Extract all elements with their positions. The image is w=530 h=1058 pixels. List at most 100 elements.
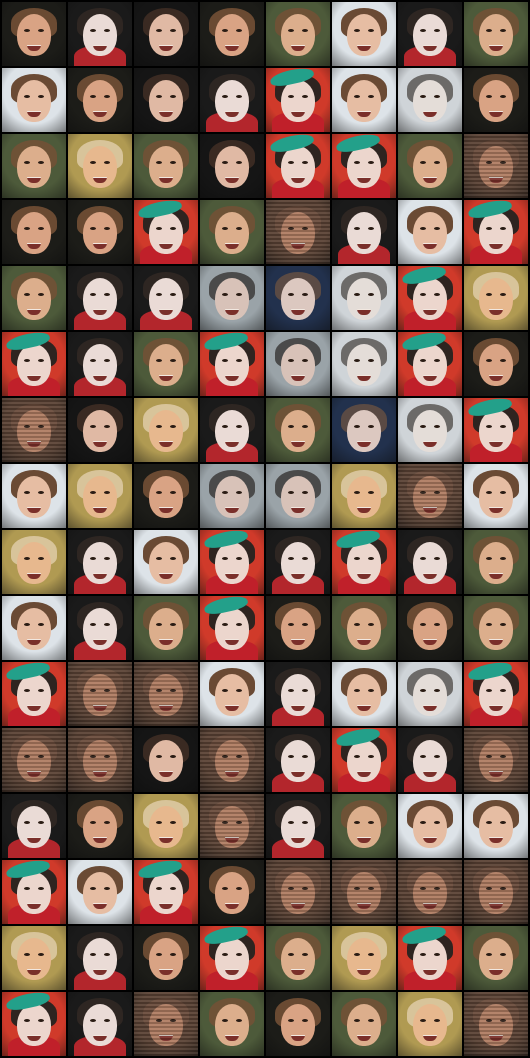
face-sample-tile	[134, 398, 198, 462]
face-sample-tile	[68, 68, 132, 132]
face-sample-tile	[68, 530, 132, 594]
face-sample-tile	[134, 332, 198, 396]
face-sample-tile	[68, 464, 132, 528]
face-sample-tile	[266, 68, 330, 132]
face-sample-tile	[68, 992, 132, 1056]
face-sample-tile	[332, 530, 396, 594]
face-sample-tile	[134, 464, 198, 528]
face-sample-tile	[134, 926, 198, 990]
face-sample-tile	[200, 200, 264, 264]
face-sample-tile	[332, 200, 396, 264]
face-sample-tile	[398, 134, 462, 198]
face-sample-tile	[134, 200, 198, 264]
face-sample-tile	[2, 266, 66, 330]
face-sample-tile	[464, 2, 528, 66]
face-sample-tile	[68, 266, 132, 330]
face-sample-tile	[398, 2, 462, 66]
face-sample-tile	[68, 596, 132, 660]
face-sample-tile	[332, 134, 396, 198]
face-sample-tile	[68, 398, 132, 462]
face-sample-tile	[2, 464, 66, 528]
face-sample-tile	[398, 68, 462, 132]
face-sample-tile	[200, 992, 264, 1056]
face-sample-tile	[266, 992, 330, 1056]
face-sample-tile	[332, 662, 396, 726]
face-sample-tile	[200, 2, 264, 66]
face-sample-tile	[200, 464, 264, 528]
face-sample-tile	[464, 530, 528, 594]
face-sample-tile	[398, 794, 462, 858]
face-sample-tile	[464, 662, 528, 726]
face-sample-tile	[134, 596, 198, 660]
face-sample-tile	[266, 794, 330, 858]
face-sample-tile	[266, 860, 330, 924]
face-sample-tile	[2, 332, 66, 396]
face-sample-tile	[68, 2, 132, 66]
face-sample-tile	[2, 398, 66, 462]
face-sample-tile	[2, 992, 66, 1056]
face-sample-tile	[332, 266, 396, 330]
face-sample-tile	[134, 728, 198, 792]
face-sample-tile	[464, 266, 528, 330]
face-sample-tile	[464, 398, 528, 462]
face-sample-tile	[398, 926, 462, 990]
face-sample-tile	[2, 926, 66, 990]
face-sample-tile	[464, 332, 528, 396]
face-sample-tile	[266, 728, 330, 792]
face-sample-tile	[200, 662, 264, 726]
face-sample-tile	[200, 728, 264, 792]
face-sample-tile	[266, 530, 330, 594]
face-sample-tile	[68, 200, 132, 264]
face-sample-tile	[134, 992, 198, 1056]
face-sample-tile	[398, 200, 462, 264]
face-sample-tile	[2, 596, 66, 660]
face-sample-tile	[134, 2, 198, 66]
face-sample-tile	[68, 134, 132, 198]
face-sample-tile	[134, 134, 198, 198]
face-sample-tile	[68, 728, 132, 792]
face-sample-tile	[464, 68, 528, 132]
face-sample-tile	[464, 134, 528, 198]
face-sample-tile	[2, 68, 66, 132]
face-sample-tile	[398, 266, 462, 330]
face-sample-tile	[332, 464, 396, 528]
face-sample-tile	[398, 464, 462, 528]
face-sample-tile	[200, 68, 264, 132]
face-sample-tile	[2, 2, 66, 66]
face-sample-tile	[332, 794, 396, 858]
face-sample-tile	[398, 596, 462, 660]
face-sample-tile	[2, 662, 66, 726]
face-sample-tile	[200, 794, 264, 858]
face-sample-tile	[2, 134, 66, 198]
face-sample-tile	[464, 860, 528, 924]
face-sample-tile	[200, 596, 264, 660]
face-sample-tile	[332, 728, 396, 792]
face-sample-tile	[134, 794, 198, 858]
face-sample-tile	[2, 530, 66, 594]
face-sample-tile	[398, 398, 462, 462]
face-sample-tile	[464, 728, 528, 792]
face-sample-tile	[200, 860, 264, 924]
face-sample-tile	[266, 662, 330, 726]
face-sample-tile	[398, 530, 462, 594]
face-sample-tile	[332, 596, 396, 660]
face-sample-tile	[464, 926, 528, 990]
face-sample-tile	[398, 332, 462, 396]
face-sample-tile	[134, 662, 198, 726]
face-sample-tile	[2, 728, 66, 792]
face-sample-tile	[332, 926, 396, 990]
face-sample-tile	[200, 530, 264, 594]
face-sample-tile	[266, 926, 330, 990]
face-sample-tile	[266, 2, 330, 66]
face-sample-tile	[266, 596, 330, 660]
face-sample-tile	[398, 728, 462, 792]
face-sample-tile	[464, 596, 528, 660]
face-sample-tile	[200, 926, 264, 990]
face-sample-tile	[464, 794, 528, 858]
face-sample-tile	[68, 662, 132, 726]
face-sample-tile	[266, 200, 330, 264]
face-sample-tile	[398, 992, 462, 1056]
face-sample-tile	[2, 860, 66, 924]
face-sample-tile	[398, 860, 462, 924]
